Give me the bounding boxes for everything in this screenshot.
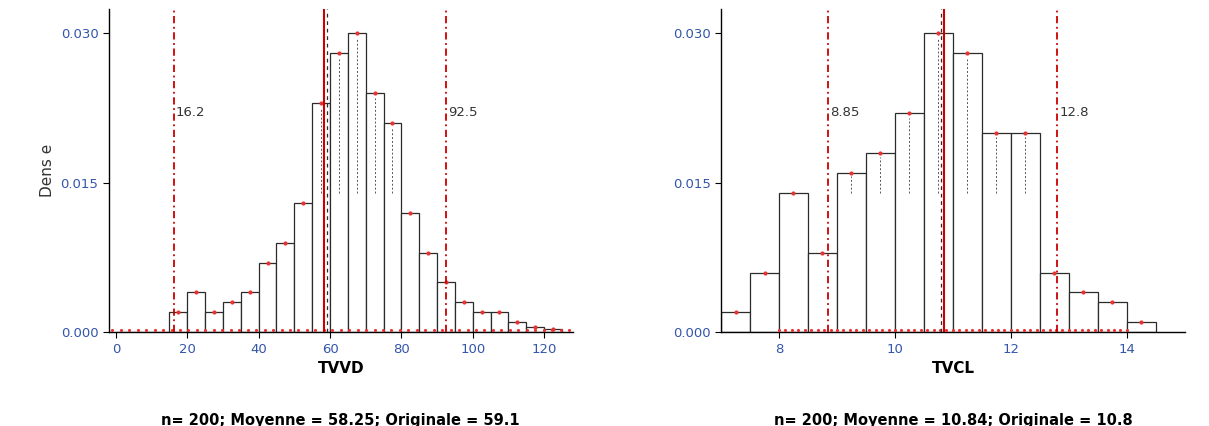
Bar [294,203,312,332]
Bar [436,282,455,332]
Bar [953,53,982,332]
Bar [895,113,924,332]
Bar [982,133,1011,332]
X-axis label: TVVD: TVVD [318,361,364,376]
Bar [169,312,187,332]
Text: 16.2: 16.2 [177,106,206,119]
Bar [455,302,473,332]
Bar [1011,133,1040,332]
Bar [312,103,330,332]
Bar [526,327,544,332]
Bar [924,33,953,332]
Bar [222,302,241,332]
Bar [383,123,401,332]
Bar [365,93,383,332]
Bar [420,253,436,332]
Bar [750,273,779,332]
Bar [473,312,491,332]
Bar [401,213,420,332]
Bar [779,193,808,332]
Bar [277,243,294,332]
Bar [837,173,866,332]
Bar [1040,273,1069,332]
Bar [1127,322,1156,332]
Bar [721,312,750,332]
Bar [866,153,895,332]
Bar [509,322,526,332]
Bar [206,312,222,332]
X-axis label: TVCL: TVCL [931,361,974,376]
Text: 8.85: 8.85 [831,106,860,119]
Bar [187,292,206,332]
Bar [330,53,348,332]
Bar [241,292,259,332]
Y-axis label: Dens e: Dens e [40,144,54,197]
Bar [544,329,562,332]
Bar [348,33,365,332]
Bar [491,312,509,332]
Text: n= 200; Moyenne = 58.25; Originale = 59.1: n= 200; Moyenne = 58.25; Originale = 59.… [161,413,520,426]
Text: 12.8: 12.8 [1059,106,1089,119]
Text: 92.5: 92.5 [449,106,478,119]
Text: n= 200; Moyenne = 10.84; Originale = 10.8: n= 200; Moyenne = 10.84; Originale = 10.… [774,413,1133,426]
Bar [1098,302,1127,332]
Bar [259,262,277,332]
Bar [1069,292,1098,332]
Bar [808,253,837,332]
